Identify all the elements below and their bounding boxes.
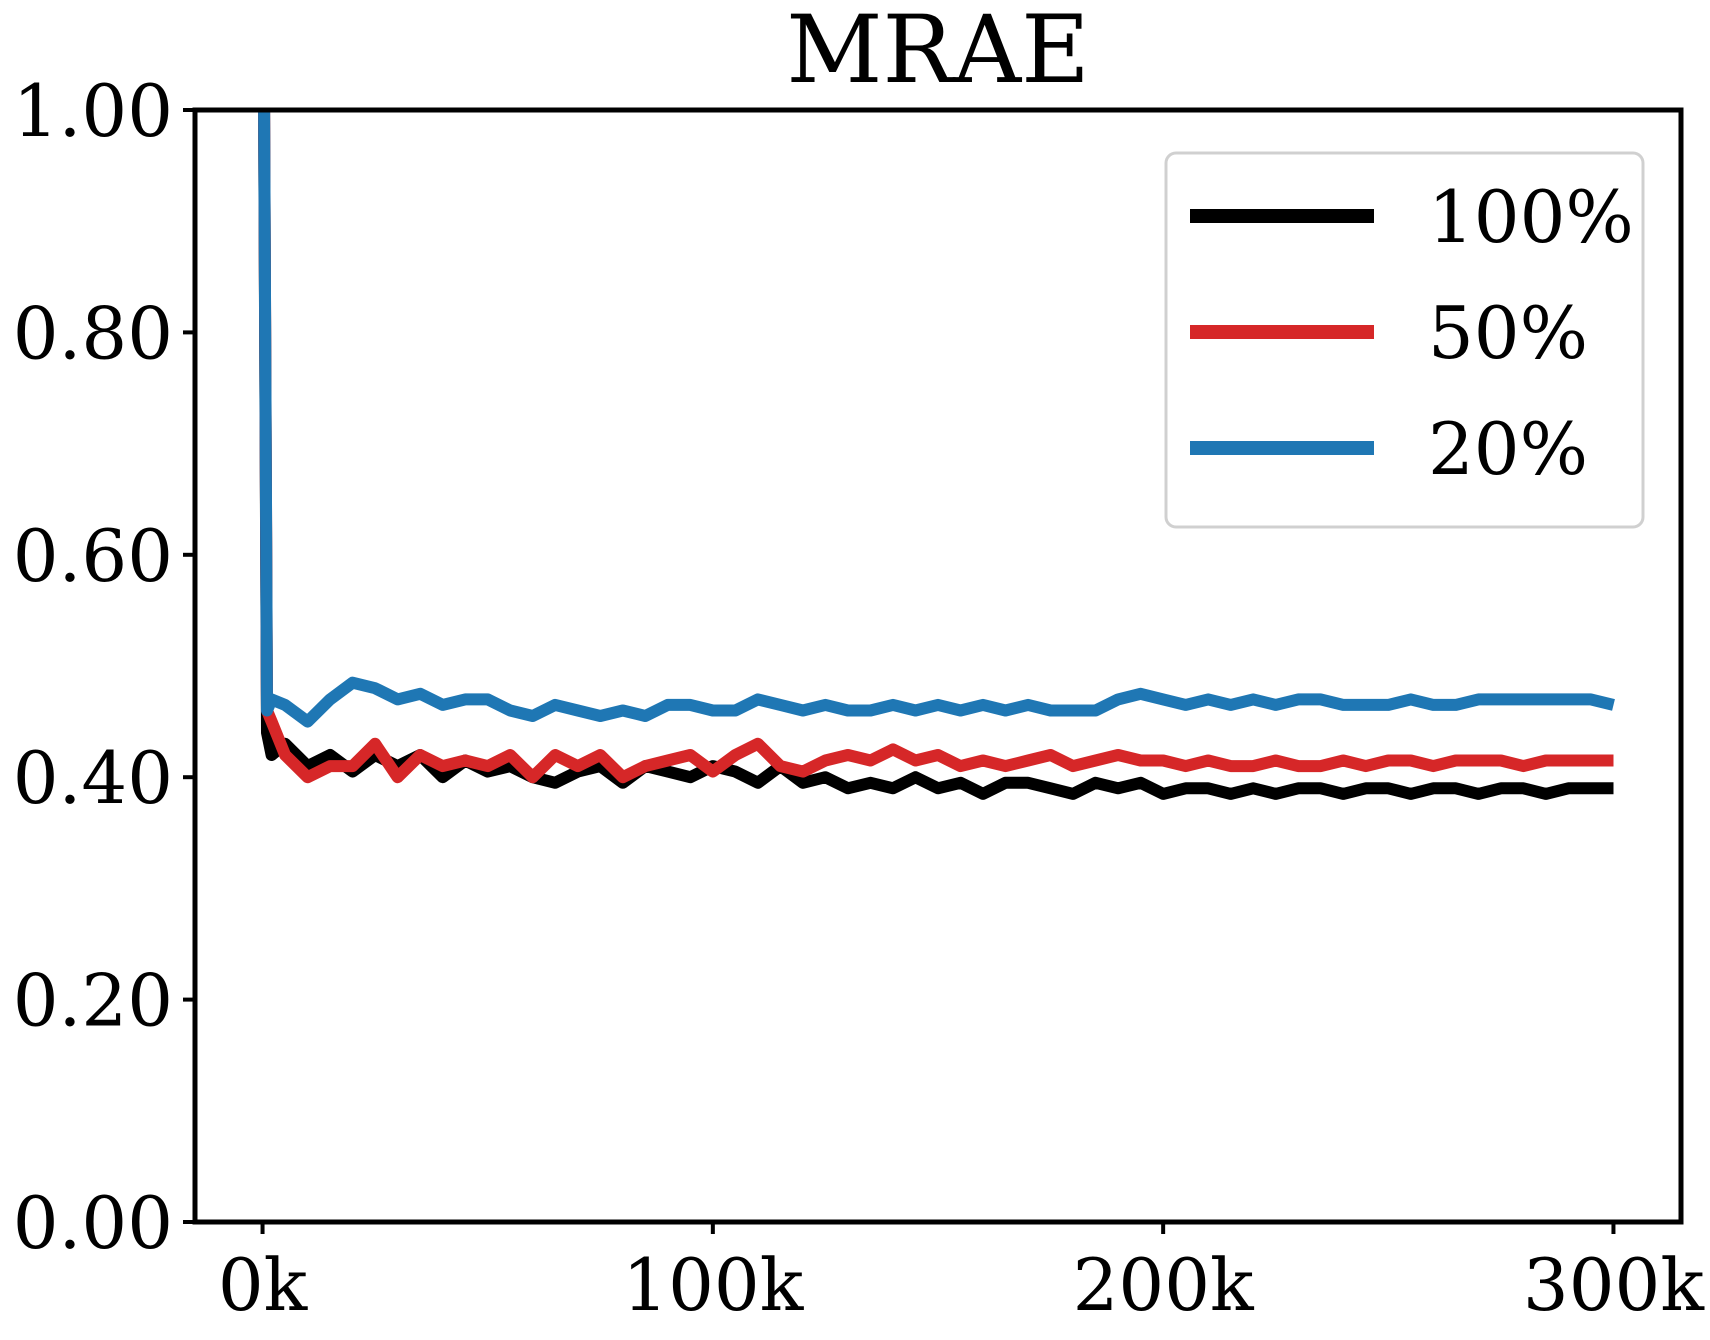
legend-label: 20% <box>1428 407 1588 491</box>
legend-box <box>1164 151 1645 529</box>
y-axis-ticks: 0.00 0.20 0.40 0.60 0.80 1.00 <box>13 69 195 1265</box>
series-line-1 <box>258 110 1614 784</box>
plot-frame <box>192 107 1684 1225</box>
series-line-2 <box>258 110 1615 728</box>
y-tick-label: 0.00 <box>13 1181 173 1265</box>
y-tick-label: 0.20 <box>13 959 173 1043</box>
y-tick-label: 0.80 <box>13 291 173 375</box>
legend: 100% 50% 20% <box>1164 151 1645 529</box>
x-tick-label: 0k <box>218 1243 309 1327</box>
x-tick-label: 300k <box>1523 1243 1705 1327</box>
y-tick-label: 0.40 <box>13 736 173 820</box>
legend-label: 50% <box>1428 291 1588 375</box>
y-tick-label: 1.00 <box>13 69 173 153</box>
chart-title: MRAE <box>786 0 1090 105</box>
legend-label: 100% <box>1428 175 1634 259</box>
y-tick-label: 0.60 <box>13 514 173 598</box>
series-line-0 <box>258 110 1614 800</box>
x-axis-ticks: 0k 100k 200k 300k <box>218 1222 1705 1327</box>
x-tick-label: 100k <box>622 1243 804 1327</box>
x-tick-label: 200k <box>1073 1243 1255 1327</box>
series-layer <box>258 110 1615 800</box>
